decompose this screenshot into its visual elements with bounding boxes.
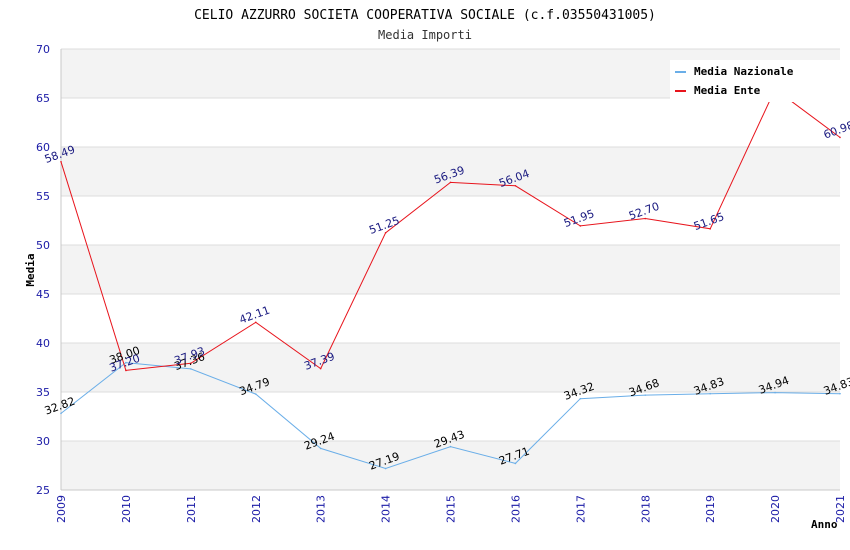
data-point <box>190 368 192 370</box>
x-tick-labels: 2009 2010 2011 2012 2013 2014 2015 2016 2017 2018… <box>55 495 847 523</box>
data-point <box>709 228 711 230</box>
gridlines <box>61 48 840 491</box>
y-tick-label: 70 <box>36 43 50 56</box>
y-tick-label: 25 <box>36 484 50 497</box>
plot-band <box>61 245 840 294</box>
y-tick-label: 30 <box>36 435 50 448</box>
x-tick-label: 2011 <box>185 495 198 523</box>
x-axis-label: Anno <box>811 518 838 531</box>
plot-band <box>61 441 840 490</box>
data-point <box>709 392 711 395</box>
x-tick-label: 2021 <box>834 495 847 523</box>
data-point <box>644 394 647 396</box>
data-point <box>125 369 127 372</box>
chart-title: CELIO AZZURRO SOCIETA COOPERATIVA SOCIAL… <box>194 8 656 23</box>
x-tick-label: 2010 <box>120 495 133 523</box>
data-point <box>644 217 647 220</box>
y-axis-label: Media <box>24 253 37 286</box>
data-point <box>254 321 257 324</box>
x-tick-label: 2015 <box>445 495 458 523</box>
x-tick-label: 2018 <box>639 495 652 523</box>
y-tick-label: 50 <box>36 239 50 252</box>
y-tick-label: 35 <box>36 386 50 399</box>
data-point <box>579 225 582 227</box>
legend-background <box>670 60 840 102</box>
data-point <box>579 397 582 400</box>
y-tick-label: 55 <box>36 190 50 203</box>
plot-band <box>61 147 840 196</box>
data-point <box>774 391 776 394</box>
data-point <box>60 412 62 415</box>
data-point <box>190 362 192 365</box>
plot-band <box>61 98 840 147</box>
data-point <box>514 185 517 187</box>
data-point <box>60 160 62 163</box>
data-point <box>514 462 517 465</box>
y-tick-label: 60 <box>36 141 50 154</box>
data-point <box>319 367 322 370</box>
legend-label-ente: Media Ente <box>694 84 761 97</box>
x-tick-label: 2020 <box>769 495 782 523</box>
data-point <box>384 231 387 234</box>
y-tick-label: 45 <box>36 288 50 301</box>
legend-label-nazionale: Media Nazionale <box>694 65 794 78</box>
x-tick-label: 2017 <box>574 495 587 523</box>
data-point <box>125 361 127 364</box>
x-tick-label: 2016 <box>509 495 522 523</box>
y-tick-label: 40 <box>36 337 50 350</box>
data-point <box>449 445 452 448</box>
plot-bands <box>61 49 840 490</box>
axes <box>60 49 840 491</box>
plot-band <box>61 196 840 245</box>
y-tick-labels: 25 30 35 40 45 50 55 60 65 70 <box>36 43 50 497</box>
legend: Media Nazionale Media Ente <box>670 60 840 102</box>
data-point <box>384 467 387 470</box>
chart-subtitle: Media Importi <box>378 28 472 42</box>
x-tick-label: 2012 <box>250 495 263 523</box>
plot-band <box>61 343 840 392</box>
x-tick-label: 2013 <box>315 495 328 523</box>
plot-band <box>61 294 840 343</box>
x-tick-label: 2019 <box>704 495 717 523</box>
data-point <box>839 392 841 395</box>
y-tick-label: 65 <box>36 92 50 105</box>
series-lines <box>60 88 841 470</box>
data-point <box>319 447 322 450</box>
plot-band <box>61 392 840 441</box>
x-tick-label: 2009 <box>55 495 68 523</box>
data-point <box>254 393 257 395</box>
data-point <box>839 136 841 139</box>
x-tick-label: 2014 <box>380 495 393 523</box>
data-point <box>449 181 452 184</box>
